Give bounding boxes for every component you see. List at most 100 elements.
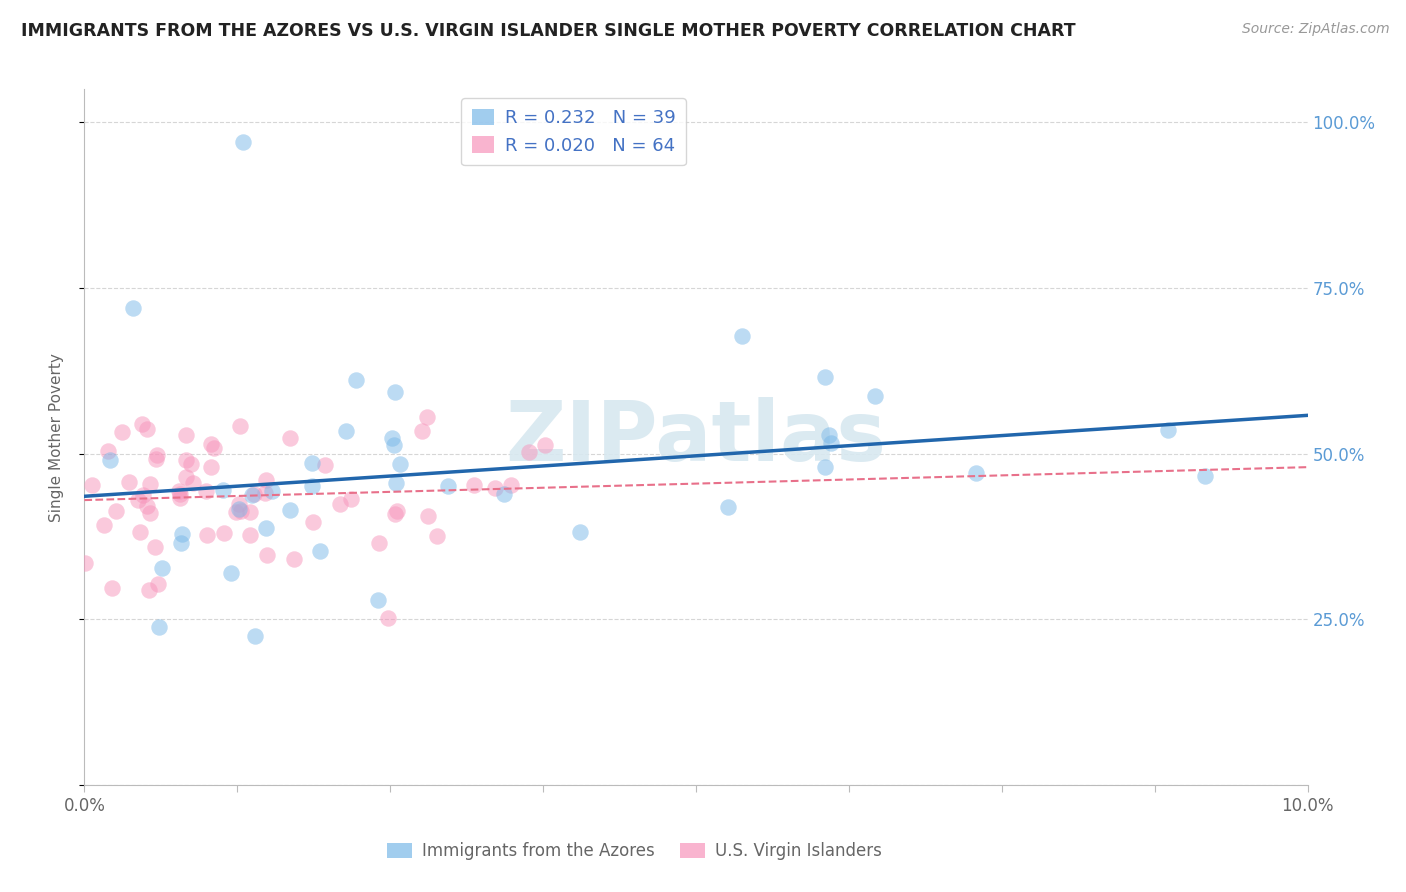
- Point: [98, 453, 121, 467]
- Point: [174, 470, 197, 484]
- Point: [101, 581, 124, 595]
- Point: [517, 444, 540, 458]
- Point: [180, 457, 202, 471]
- Point: [170, 536, 193, 550]
- Point: [1194, 469, 1216, 483]
- Point: [97, 444, 120, 458]
- Point: [309, 544, 332, 558]
- Point: [202, 442, 225, 456]
- Point: [167, 484, 190, 499]
- Point: [174, 453, 197, 467]
- Point: [136, 422, 159, 436]
- Point: [219, 566, 242, 580]
- Point: [569, 524, 592, 539]
- Point: [93, 517, 115, 532]
- Point: [127, 493, 149, 508]
- Point: [426, 529, 449, 543]
- Point: [146, 448, 169, 462]
- Text: Source: ZipAtlas.com: Source: ZipAtlas.com: [1241, 22, 1389, 37]
- Point: [301, 456, 323, 470]
- Point: [211, 483, 233, 498]
- Point: [501, 478, 523, 492]
- Point: [415, 409, 437, 424]
- Point: [717, 500, 740, 514]
- Point: [146, 577, 169, 591]
- Text: IMMIGRANTS FROM THE AZORES VS U.S. VIRGIN ISLANDER SINGLE MOTHER POVERTY CORRELA: IMMIGRANTS FROM THE AZORES VS U.S. VIRGI…: [21, 22, 1076, 40]
- Point: [494, 487, 516, 501]
- Point: [367, 593, 389, 607]
- Point: [135, 499, 157, 513]
- Point: [533, 438, 555, 452]
- Point: [239, 505, 262, 519]
- Point: [329, 498, 352, 512]
- Point: [132, 488, 155, 502]
- Point: [138, 583, 160, 598]
- Point: [863, 389, 886, 403]
- Point: [385, 475, 408, 490]
- Point: [817, 428, 839, 442]
- Point: [278, 503, 301, 517]
- Point: [172, 527, 194, 541]
- Point: [228, 502, 250, 516]
- Point: [243, 487, 266, 501]
- Point: [200, 437, 222, 451]
- Point: [301, 479, 323, 493]
- Point: [239, 528, 262, 542]
- Point: [283, 551, 305, 566]
- Point: [254, 473, 277, 487]
- Point: [231, 504, 253, 518]
- Point: [73, 556, 96, 570]
- Point: [232, 135, 254, 149]
- Point: [243, 629, 266, 643]
- Point: [381, 431, 404, 445]
- Point: [340, 492, 363, 507]
- Point: [254, 521, 277, 535]
- Point: [389, 457, 412, 471]
- Point: [1157, 423, 1180, 437]
- Point: [117, 475, 139, 489]
- Point: [385, 503, 408, 517]
- Point: [384, 508, 406, 522]
- Point: [814, 459, 837, 474]
- Point: [139, 507, 162, 521]
- Point: [195, 528, 218, 542]
- Point: [416, 508, 439, 523]
- Point: [314, 458, 336, 472]
- Point: [169, 491, 191, 505]
- Point: [411, 425, 433, 439]
- Point: [262, 483, 284, 498]
- Point: [152, 560, 174, 574]
- Point: [194, 483, 217, 498]
- Point: [463, 477, 485, 491]
- Y-axis label: Single Mother Poverty: Single Mother Poverty: [49, 352, 63, 522]
- Legend: Immigrants from the Azores, U.S. Virgin Islanders: Immigrants from the Azores, U.S. Virgin …: [381, 836, 889, 867]
- Point: [129, 525, 152, 540]
- Point: [335, 424, 357, 438]
- Text: ZIPatlas: ZIPatlas: [506, 397, 886, 477]
- Point: [131, 417, 153, 431]
- Point: [278, 431, 301, 445]
- Point: [214, 525, 236, 540]
- Point: [174, 428, 197, 442]
- Point: [111, 425, 134, 439]
- Point: [181, 475, 204, 490]
- Point: [382, 438, 405, 452]
- Point: [145, 451, 167, 466]
- Point: [148, 619, 170, 633]
- Point: [437, 479, 460, 493]
- Point: [484, 481, 506, 495]
- Point: [253, 486, 276, 500]
- Point: [814, 370, 837, 384]
- Point: [225, 505, 247, 519]
- Point: [820, 436, 842, 450]
- Point: [228, 419, 250, 434]
- Point: [169, 487, 191, 501]
- Point: [731, 329, 754, 343]
- Point: [965, 466, 987, 480]
- Point: [240, 488, 263, 502]
- Point: [377, 611, 399, 625]
- Point: [256, 548, 278, 562]
- Point: [228, 497, 250, 511]
- Point: [200, 460, 222, 475]
- Point: [122, 301, 145, 315]
